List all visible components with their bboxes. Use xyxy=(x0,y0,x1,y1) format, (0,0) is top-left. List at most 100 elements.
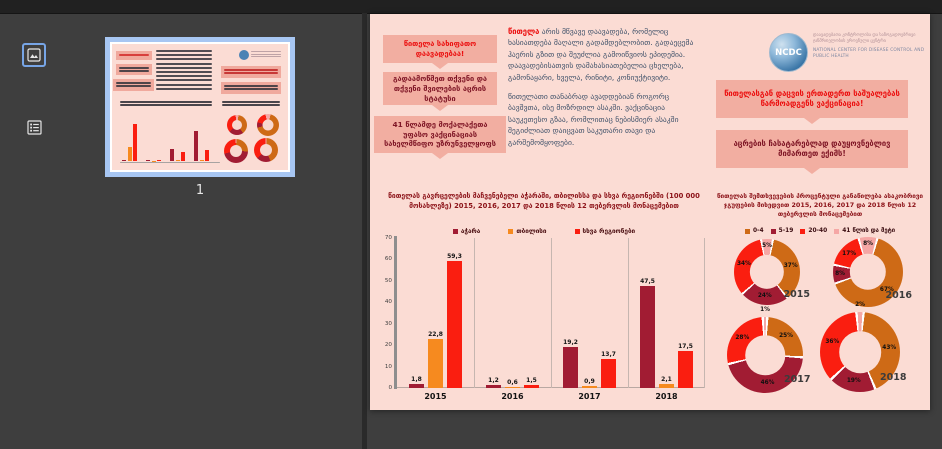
donut-year-label-2016: 2016 xyxy=(885,289,912,301)
donut-label-2017-41 წლის და მეტი: 1% xyxy=(760,307,770,314)
thumbnail-mini-donut-hole xyxy=(230,145,242,157)
callout-see-doctor: აცრების ჩასატარებლად დაუყოვნებლივ მიმართ… xyxy=(716,130,908,168)
thumbnail-mini-bar xyxy=(122,159,126,161)
donut-year-label-2018: 2018 xyxy=(880,372,907,383)
bar-chart-legend: აჭარა თბილისი სხვა რეგიონები xyxy=(375,227,713,235)
thumbnail-text-line xyxy=(156,79,212,82)
bar-value-label-2018-აჭარა: 47,5 xyxy=(640,278,655,286)
thumbnails-icon xyxy=(27,48,41,62)
donut-label-2017-0-4: 25% xyxy=(779,333,794,340)
outline-view-button[interactable] xyxy=(24,117,44,137)
donut-label-2015-5-19: 24% xyxy=(757,293,772,300)
thumbnail-text-line xyxy=(224,72,278,75)
y-tick-20: 20 xyxy=(384,342,392,349)
legend-label: 20-40 xyxy=(808,228,828,234)
thumbnail-chart-baseline xyxy=(120,162,220,163)
bar-2017-სხვა რეგიონები xyxy=(601,358,616,388)
bar-value-label-2015-თბილისი: 22,8 xyxy=(428,331,443,339)
x-axis-label-2015: 2015 xyxy=(424,392,447,401)
thumbnail-sidebar: 1 xyxy=(0,13,362,449)
donut-chart-legend: 0-4 5-19 20-40 41 წლის და მეტი xyxy=(713,228,927,234)
thumbnail-text-line xyxy=(224,85,278,87)
legend-item-0-4: 0-4 xyxy=(744,228,764,234)
thumbnail-text-line xyxy=(156,54,212,57)
thumbnail-mini-donut xyxy=(224,139,248,163)
bar-value-label-2018-თბილისი: 2,1 xyxy=(661,375,672,383)
thumbnail-text-line xyxy=(222,104,280,106)
thumbnail-text-line xyxy=(156,58,212,61)
callout-text: წითელასგან დაცვის ერთადერთ საშუალებას წა… xyxy=(724,88,900,108)
donut-charts: წითელას შემთხვევების პროცენტული განაწილე… xyxy=(713,190,927,408)
thumbnail-mini-bar xyxy=(127,146,132,161)
ncdc-logo: NCDC დაავადებათა კონტროლისა და საზოგადოე… xyxy=(769,33,929,72)
bar-2018-თბილისი xyxy=(659,383,674,388)
legend-label: სხვა რეგიონები xyxy=(582,227,636,235)
ncdc-name-english: NATIONAL CENTER FOR DISEASE CONTROL AND … xyxy=(813,47,925,60)
donut-label-2016-41 წლის და მეტი: 8% xyxy=(863,241,873,247)
donut-hole xyxy=(745,335,785,375)
bar-2017-აჭარა xyxy=(563,346,578,388)
legend-label: 0-4 xyxy=(752,228,764,234)
legend-swatch xyxy=(834,228,840,234)
donut-2015 xyxy=(734,239,800,305)
donut-label-2017-20-40: 28% xyxy=(735,335,750,342)
bar-value-label-2016-თბილისი: 0,6 xyxy=(507,378,518,386)
thumbnail-text-line xyxy=(120,104,212,106)
legend-swatch xyxy=(508,228,514,234)
x-axis-label-2016: 2016 xyxy=(501,392,524,401)
ncdc-name-georgian: დაავადებათა კონტროლისა და საზოგადოებრივი… xyxy=(813,33,916,45)
callout-text: გადაამოწმეთ თქვენი და თქვენი შვილების აც… xyxy=(392,73,488,103)
legend-swatch xyxy=(800,228,806,234)
thumbnail-mini-donut-hole xyxy=(232,120,242,130)
intro-paragraph-1-body: არის მწვავე დაავადება, რომელიც ხასიათდებ… xyxy=(508,27,694,82)
donut-chart-title: წითელას შემთხვევების პროცენტული განაწილე… xyxy=(716,192,924,218)
bar-value-label-2017-აჭარა: 19,2 xyxy=(563,338,578,346)
callout-measles-dangerous: წითელა სახიფათო დაავადებაა! xyxy=(383,35,497,63)
thumbnails-view-button[interactable] xyxy=(22,43,46,67)
bar-2017-თბილისი xyxy=(582,386,597,388)
callout-text: აცრების ჩასატარებლად დაუყოვნებლივ მიმართ… xyxy=(733,138,891,158)
legend-item-სხვა რეგიონები: სხვა რეგიონები xyxy=(574,227,636,235)
y-tick-40: 40 xyxy=(384,299,392,306)
thumbnail-text-line xyxy=(119,54,149,56)
thumbnail-mini-bar xyxy=(194,131,198,161)
y-tick-0: 0 xyxy=(388,385,392,391)
thumbnail-text-line xyxy=(156,87,212,90)
page-thumbnail[interactable] xyxy=(105,37,295,177)
bar-chart-title: წითელას გავრცელების მაჩვენებელი აჭარაში,… xyxy=(388,192,700,210)
thumbnail-mini-bar xyxy=(199,159,204,161)
thumbnail-mini-bar xyxy=(175,160,180,161)
intro-paragraph-2: წითელათი თანაბრად ავადდებიან როგორც ბავშ… xyxy=(508,91,679,147)
y-tick-60: 60 xyxy=(384,256,392,263)
bar-value-label-2017-თბილისი: 0,9 xyxy=(584,378,595,386)
thumbnail-text-line xyxy=(156,83,212,86)
donut-2016 xyxy=(833,237,903,307)
donut-label-2018-41 წლის და მეტი: 2% xyxy=(855,301,865,308)
thumbnail-text-line xyxy=(224,88,278,91)
viewer-toolbar xyxy=(0,0,942,14)
bar-2018-აჭარა xyxy=(640,286,655,388)
legend-swatch xyxy=(744,228,750,234)
bar-value-label-2016-აჭარა: 1,2 xyxy=(488,377,499,385)
thumbnail-text-line xyxy=(156,75,212,78)
group-separator xyxy=(551,238,552,388)
thumbnail-text-line xyxy=(156,71,212,73)
intro-paragraph-1: წითელა არის მწვავე დაავადება, რომელიც ხა… xyxy=(508,26,695,83)
bar-value-label-2017-სხვა რეგიონები: 13,7 xyxy=(601,350,616,358)
donut-label-2018-0-4: 43% xyxy=(882,344,897,351)
thumbnail-text-line xyxy=(119,70,149,73)
donut-label-2016-20-40: 17% xyxy=(842,251,857,258)
poster-page[interactable]: წითელა სახიფათო დაავადებაა! გადაამოწმეთ … xyxy=(370,14,930,410)
thumbnail-mini-donut-hole xyxy=(262,119,274,131)
thumbnail-mini-bar xyxy=(146,160,150,161)
intro-text: წითელა არის მწვავე დაავადება, რომელიც ხა… xyxy=(508,26,695,156)
donut-label-2018-20-40: 36% xyxy=(825,338,840,345)
donut-label-2017-5-19: 46% xyxy=(760,380,775,386)
legend-label: 41 წლის და მეტი xyxy=(842,228,896,234)
callout-check-status: გადაამოწმეთ თქვენი და თქვენი შვილების აც… xyxy=(383,72,497,105)
thumbnail-text-line xyxy=(156,66,212,69)
thumbnail-mini-donut xyxy=(257,114,279,136)
thumbnail-mini-bar xyxy=(181,152,185,161)
bar-chart: წითელას გავრცელების მაჩვენებელი აჭარაში,… xyxy=(375,190,713,408)
